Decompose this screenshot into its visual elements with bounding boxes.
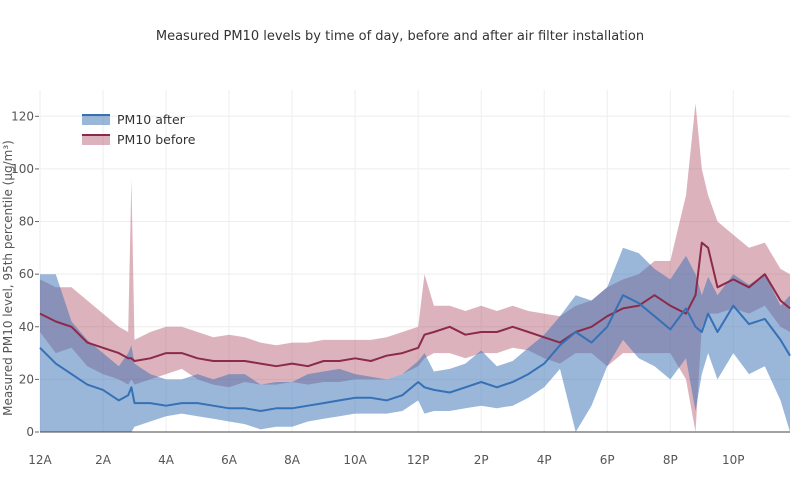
y-tick-label: 40 xyxy=(19,320,34,334)
y-tick-label: 100 xyxy=(11,162,34,176)
x-tick-label: 10A xyxy=(343,453,367,467)
chart-title: Measured PM10 levels by time of day, bef… xyxy=(156,29,644,44)
x-tick-label: 8A xyxy=(284,453,301,467)
x-tick-label: 4P xyxy=(537,453,552,467)
legend-label-pm10-after: PM10 after xyxy=(117,112,186,127)
legend[interactable]: PM10 after PM10 before xyxy=(82,112,196,147)
y-axis-label: Measured PM10 level, 95th percentile (µg… xyxy=(1,140,15,416)
y-tick-label: 0 xyxy=(26,425,34,439)
legend-item-pm10-before[interactable]: PM10 before xyxy=(82,132,196,147)
x-tick-label: 4A xyxy=(158,453,175,467)
pm10-after-band xyxy=(40,247,790,432)
x-tick-label: 8P xyxy=(663,453,678,467)
x-tick-label: 6A xyxy=(221,453,238,467)
legend-swatch-pm10-before xyxy=(82,135,110,145)
y-tick-label: 80 xyxy=(19,215,34,229)
plot-area xyxy=(39,103,791,432)
legend-swatch-pm10-after xyxy=(82,115,110,125)
y-tick-label: 20 xyxy=(19,372,34,386)
x-tick-label: 6P xyxy=(600,453,615,467)
x-axis-ticks: 12A 2A 4A 6A 8A 10A 12P 2P 4P 6P 8P 10P xyxy=(28,453,744,467)
x-tick-label: 12P xyxy=(407,453,430,467)
pm10-after-line xyxy=(39,294,791,412)
x-tick-label: 2A xyxy=(95,453,112,467)
y-axis-ticks: 0 20 40 60 80 100 120 xyxy=(11,109,39,439)
x-tick-label: 12A xyxy=(28,453,52,467)
y-tick-label: 120 xyxy=(11,109,34,123)
legend-label-pm10-before: PM10 before xyxy=(117,132,196,147)
legend-item-pm10-after[interactable]: PM10 after xyxy=(82,112,186,127)
x-tick-label: 2P xyxy=(474,453,489,467)
y-tick-label: 60 xyxy=(19,267,34,281)
x-tick-label: 10P xyxy=(722,453,745,467)
